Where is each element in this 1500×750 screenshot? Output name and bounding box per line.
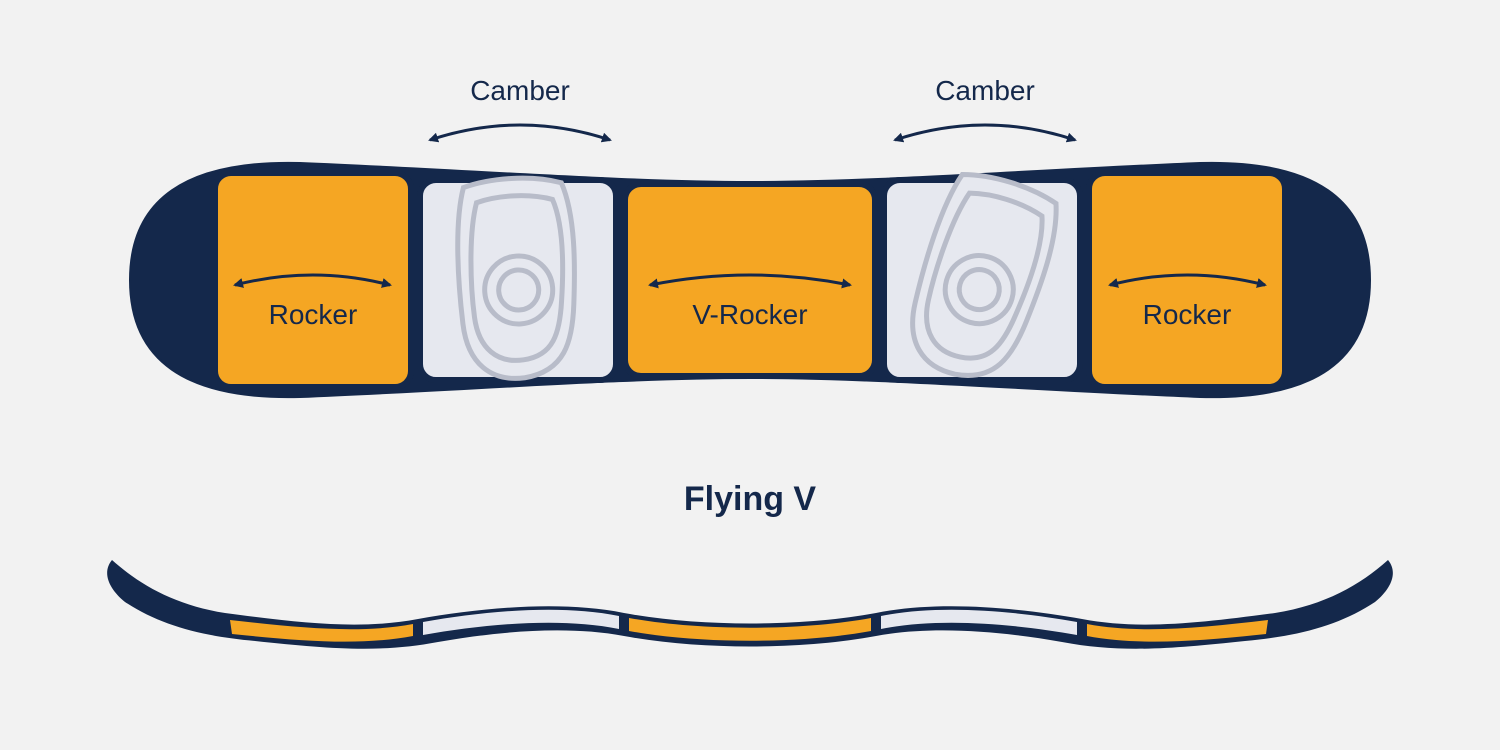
- zone-rocker-left: [215, 173, 411, 387]
- label-vrocker: V-Rocker: [692, 299, 807, 330]
- zone-vrocker: [625, 184, 875, 376]
- binding-left: [452, 174, 583, 382]
- label-camber-left: Camber: [470, 75, 570, 106]
- label-camber-right: Camber: [935, 75, 1035, 106]
- label-rocker-right: Rocker: [1143, 299, 1232, 330]
- diagram-title: Flying V: [684, 480, 817, 518]
- zone-rocker-right: [1089, 173, 1285, 387]
- label-rocker-left: Rocker: [269, 299, 358, 330]
